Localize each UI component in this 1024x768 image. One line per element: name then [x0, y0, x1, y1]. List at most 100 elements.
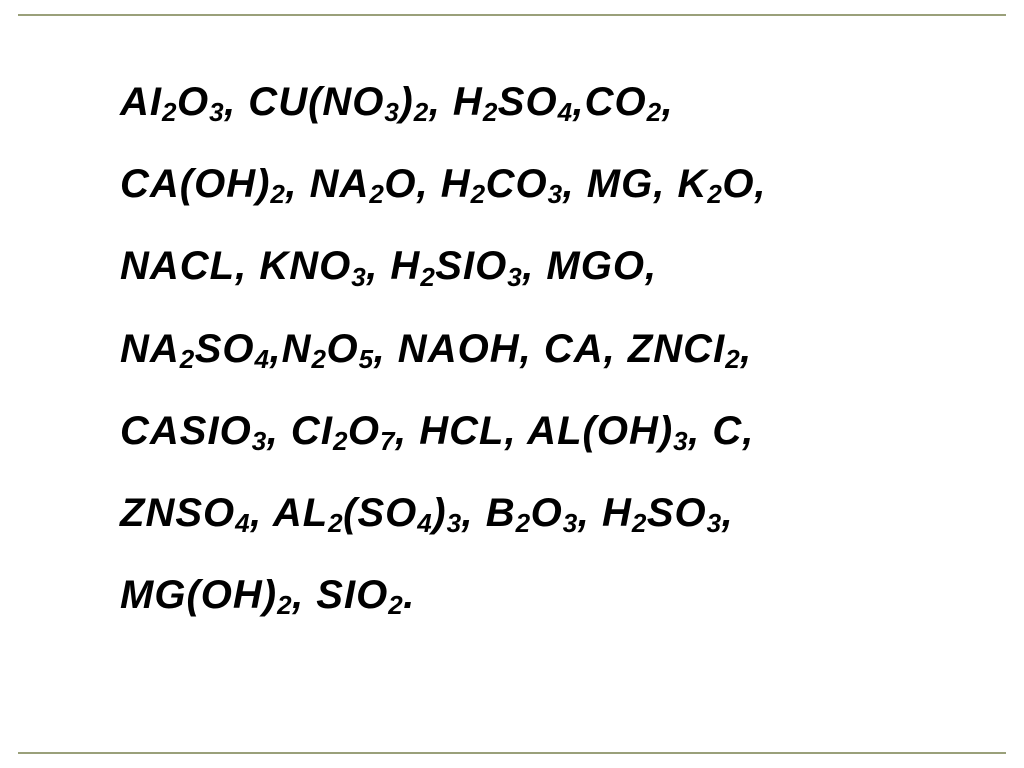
- formula-text: SO: [175, 491, 235, 535]
- separator: , H: [429, 80, 483, 124]
- formula-text: C: [120, 162, 150, 206]
- subscript: 4: [255, 344, 270, 374]
- formula-text: ): [432, 491, 446, 535]
- subscript: 2: [162, 97, 177, 127]
- formula-text: C: [683, 327, 713, 371]
- formula-text: G: [581, 244, 613, 288]
- separator: , N: [285, 162, 339, 206]
- subscript: 3: [209, 97, 224, 127]
- formula-text: L: [210, 244, 235, 288]
- subscript: 7: [380, 426, 395, 456]
- subscript: 3: [384, 97, 399, 127]
- formula-text: M: [120, 573, 154, 617]
- formula-text: (OH): [186, 573, 277, 617]
- separator: , H: [578, 491, 632, 535]
- formula-text: A: [150, 327, 180, 371]
- formula-text: SO: [647, 491, 707, 535]
- separator: , M: [563, 162, 622, 206]
- formula-text: O: [356, 573, 388, 617]
- subscript: 2: [647, 97, 662, 127]
- subscript: 4: [417, 508, 432, 538]
- subscript: 2: [277, 590, 292, 620]
- formula-text: ): [399, 80, 413, 124]
- formula-text: SO: [498, 80, 558, 124]
- subscript: 2: [328, 508, 343, 538]
- separator: ,: [740, 327, 752, 371]
- separator: , C: [224, 80, 278, 124]
- formula-text: S: [435, 244, 463, 288]
- separator: , C: [267, 409, 321, 453]
- separator: , N: [374, 327, 428, 371]
- formula-text: A: [150, 409, 180, 453]
- subscript: 2: [270, 179, 285, 209]
- formula-line-2: CA(OH)2, NA2O, H2CO3, MG, K2O,: [120, 162, 964, 208]
- formula-text: I: [150, 80, 162, 124]
- separator: OH, C: [458, 327, 574, 371]
- subscript: 2: [420, 262, 435, 292]
- subscript: 2: [483, 97, 498, 127]
- formula-text: I: [321, 409, 333, 453]
- subscript: 2: [725, 344, 740, 374]
- formula-text: A: [428, 327, 458, 371]
- separator: O, H: [384, 162, 470, 206]
- subscript: 2: [312, 344, 327, 374]
- formula-text: A: [120, 80, 150, 124]
- separator: , K: [653, 162, 707, 206]
- formula-text: O: [326, 327, 358, 371]
- subscript: 3: [673, 426, 688, 456]
- formula-text: O: [177, 80, 209, 124]
- formula-text: A: [574, 327, 604, 371]
- subscript: 3: [563, 508, 578, 538]
- separator: , Z: [604, 327, 654, 371]
- subscript: 2: [369, 179, 384, 209]
- chemical-formula-list: AI2O3, CU(NO3)2, H2SO4,CO2, CA(OH)2, NA2…: [120, 80, 964, 655]
- formula-line-3: NACL, KNO3, H2SIO3, MGO,: [120, 244, 964, 290]
- subscript: 2: [516, 508, 531, 538]
- formula-text: (OH): [583, 409, 674, 453]
- separator: O,: [722, 162, 766, 206]
- formula-text: A: [340, 162, 370, 206]
- formula-text: C: [120, 409, 150, 453]
- separator: , S: [292, 573, 344, 617]
- subscript: 3: [548, 179, 563, 209]
- formula-line-7: MG(OH)2, SIO2.: [120, 573, 964, 619]
- formula-text: (OH): [180, 162, 271, 206]
- formula-text: N: [653, 327, 683, 371]
- subscript: 3: [707, 508, 722, 538]
- formula-text: A: [150, 244, 180, 288]
- formula-text: Z: [120, 491, 145, 535]
- separator: O,: [613, 244, 657, 288]
- formula-text: (NO: [308, 80, 384, 124]
- formula-text: I: [207, 409, 219, 453]
- formula-text: C: [180, 244, 210, 288]
- subscript: 3: [351, 262, 366, 292]
- subscript: 2: [414, 97, 429, 127]
- subscript: 2: [707, 179, 722, 209]
- formula-line-4: NA2SO4,N2O5, NAOH, CA, ZNCI2,: [120, 327, 964, 373]
- separator: , B: [462, 491, 516, 535]
- formula-text: N: [120, 327, 150, 371]
- separator: ,N: [270, 327, 312, 371]
- subscript: 2: [180, 344, 195, 374]
- formula-text: O: [220, 409, 252, 453]
- subscript: 2: [388, 590, 403, 620]
- subscript: 4: [558, 97, 573, 127]
- separator: , HC: [395, 409, 479, 453]
- formula-text: N: [120, 244, 150, 288]
- formula-text: U: [278, 80, 308, 124]
- formula-text: G: [621, 162, 653, 206]
- formula-text: I: [463, 244, 475, 288]
- separator: , A: [504, 409, 557, 453]
- formula-text: I: [344, 573, 356, 617]
- separator: ,: [722, 491, 734, 535]
- formula-text: O: [475, 244, 507, 288]
- separator: , A: [250, 491, 303, 535]
- formula-text: L: [479, 409, 504, 453]
- subscript: 4: [235, 508, 250, 538]
- formula-text: (SO: [343, 491, 417, 535]
- separator: ,CO: [573, 80, 647, 124]
- formula-text: SO: [195, 327, 255, 371]
- separator: ,: [662, 80, 674, 124]
- subscript: 3: [447, 508, 462, 538]
- separator: , H: [366, 244, 420, 288]
